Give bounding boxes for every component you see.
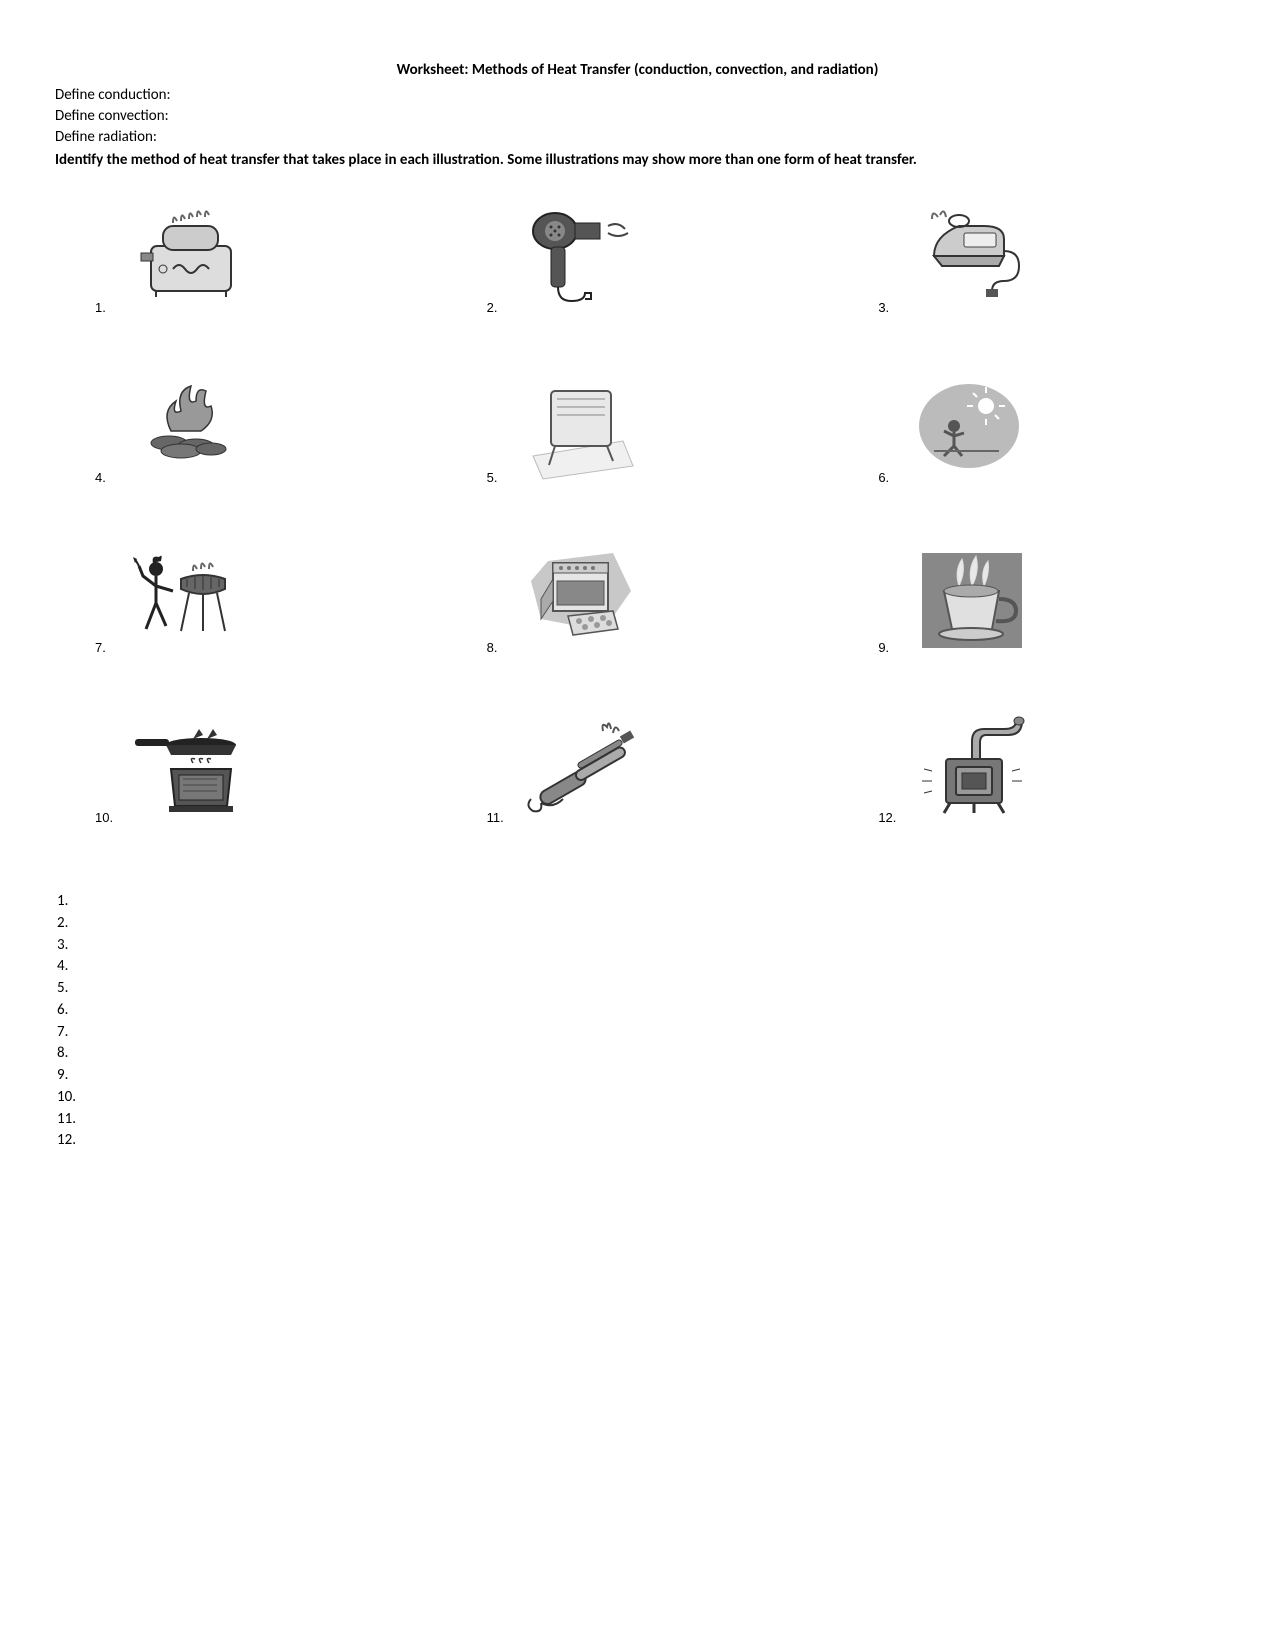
define-conduction: Define conduction: [55,85,1220,106]
oven-icon [513,541,643,661]
space-heater-icon [513,371,643,491]
answer-line: 4. [57,956,1220,978]
illustration-label: 12. [878,809,896,831]
hairdryer-icon [513,201,643,321]
answer-list: 1. 2. 3. 4. 5. 6. 7. 8. 9. 10. 11. 12. [55,891,1220,1152]
illustration-cell: 8. [487,541,799,661]
campfire-icon [121,371,251,491]
illustration-cell: 7. [95,541,407,661]
answer-line: 8. [57,1043,1220,1065]
illustration-label: 10. [95,809,113,831]
answer-line: 12. [57,1130,1220,1152]
illustration-label: 4. [95,469,113,491]
illustration-label: 2. [487,299,505,321]
answer-line: 6. [57,1000,1220,1022]
iron-icon [904,201,1034,321]
toaster-icon [121,201,251,321]
define-convection: Define convection: [55,106,1220,127]
answer-line: 10. [57,1087,1220,1109]
illustration-label: 5. [487,469,505,491]
illustration-label: 7. [95,639,113,661]
illustration-cell: 6. [878,371,1190,491]
answer-line: 2. [57,913,1220,935]
answer-line: 3. [57,935,1220,957]
illustration-cell: 1. [95,201,407,321]
illustration-cell: 11. [487,711,799,831]
define-radiation: Define radiation: [55,127,1220,148]
wood-stove-icon [904,711,1034,831]
illustration-cell: 3. [878,201,1190,321]
illustration-label: 6. [878,469,896,491]
answer-line: 11. [57,1109,1220,1131]
answer-line: 5. [57,978,1220,1000]
illustration-cell: 2. [487,201,799,321]
illustration-label: 9. [878,639,896,661]
illustration-grid: 1. 2. [55,201,1220,831]
illustration-cell: 9. [878,541,1190,661]
illustration-cell: 4. [95,371,407,491]
answer-line: 1. [57,891,1220,913]
pan-on-burner-icon [121,711,251,831]
illustration-label: 3. [878,299,896,321]
illustration-label: 1. [95,299,113,321]
illustration-label: 11. [487,809,505,831]
illustration-label: 8. [487,639,505,661]
illustration-cell: 10. [95,711,407,831]
illustration-cell: 5. [487,371,799,491]
answer-line: 9. [57,1065,1220,1087]
instructions: Identify the method of heat transfer tha… [55,150,1220,171]
illustration-cell: 12. [878,711,1190,831]
bbq-grill-icon [121,541,251,661]
curling-iron-icon [513,711,643,831]
worksheet-title: Worksheet: Methods of Heat Transfer (con… [55,60,1220,81]
hot-coffee-icon [904,541,1034,661]
answer-line: 7. [57,1022,1220,1044]
sun-sunbather-icon [904,371,1034,491]
